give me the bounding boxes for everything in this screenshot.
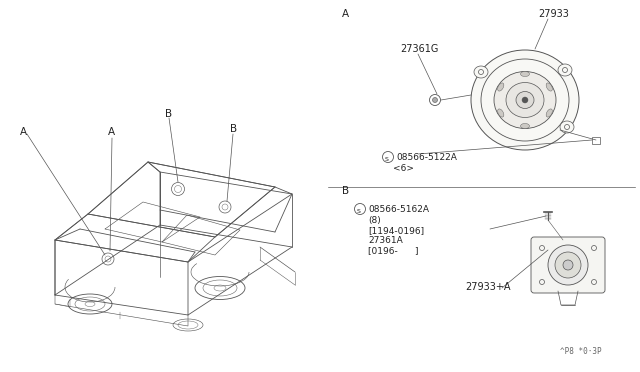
Circle shape [522, 97, 528, 103]
Ellipse shape [546, 83, 552, 91]
Ellipse shape [560, 121, 574, 133]
Text: ^P8 *0·3P: ^P8 *0·3P [560, 347, 602, 356]
Text: 27933+A: 27933+A [465, 282, 511, 292]
Ellipse shape [546, 109, 552, 117]
Text: A: A [342, 9, 349, 19]
Text: 27933: 27933 [538, 9, 569, 19]
Text: [0196-      ]: [0196- ] [368, 246, 419, 255]
Circle shape [433, 97, 438, 103]
Ellipse shape [516, 92, 534, 109]
Text: 27361G: 27361G [400, 44, 438, 54]
Text: [1194-0196]: [1194-0196] [368, 226, 424, 235]
Text: 08566-5162A: 08566-5162A [368, 205, 429, 214]
FancyBboxPatch shape [531, 237, 605, 293]
Ellipse shape [471, 50, 579, 150]
Ellipse shape [520, 124, 529, 128]
Ellipse shape [474, 66, 488, 78]
Circle shape [563, 260, 573, 270]
Circle shape [102, 253, 114, 265]
Ellipse shape [494, 71, 556, 128]
Circle shape [172, 183, 184, 196]
Circle shape [219, 201, 231, 213]
Circle shape [429, 94, 440, 106]
Ellipse shape [558, 64, 572, 76]
Text: 08566-5122A: 08566-5122A [396, 153, 457, 162]
Ellipse shape [498, 83, 504, 91]
Text: S: S [357, 208, 361, 214]
Text: B: B [342, 186, 349, 196]
Ellipse shape [498, 109, 504, 117]
Text: S: S [385, 157, 389, 161]
Bar [592, 137, 600, 144]
Text: B: B [165, 109, 172, 119]
Ellipse shape [506, 83, 544, 118]
Text: A: A [20, 127, 27, 137]
Text: B: B [230, 124, 237, 134]
Text: (8): (8) [368, 216, 381, 225]
Text: <6>: <6> [393, 164, 414, 173]
Ellipse shape [520, 71, 529, 77]
Circle shape [548, 245, 588, 285]
Text: 27361A: 27361A [368, 236, 403, 245]
Circle shape [555, 252, 581, 278]
Text: A: A [108, 127, 115, 137]
